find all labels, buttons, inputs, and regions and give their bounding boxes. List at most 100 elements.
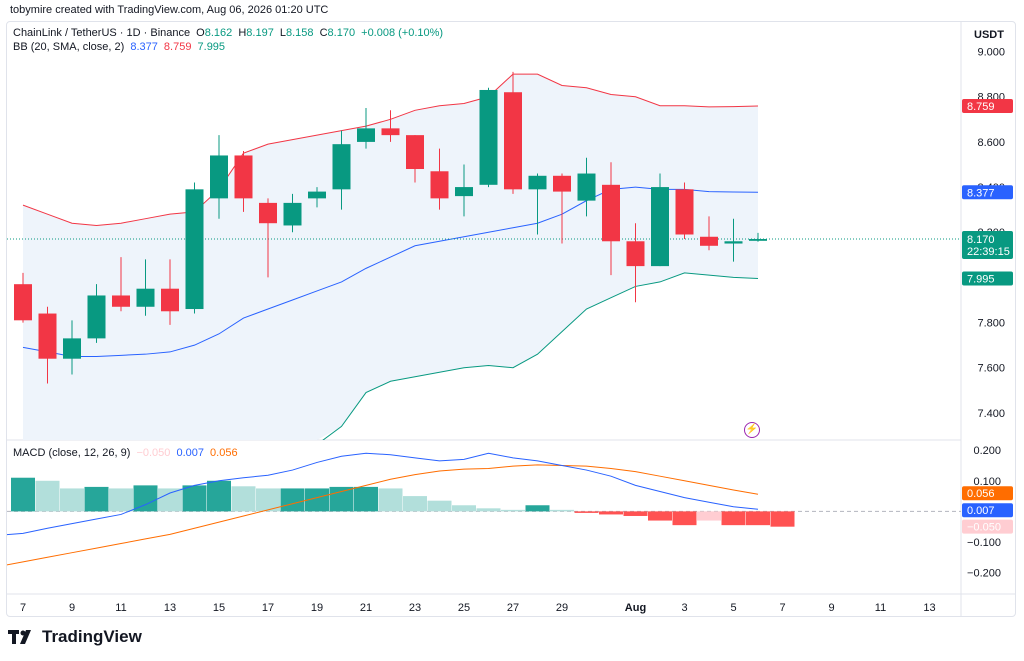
candle-body: [724, 241, 743, 244]
candle-body: [210, 155, 228, 199]
macd-histogram-bar: [207, 480, 231, 512]
time-tick-label: Aug: [625, 602, 646, 614]
candle-body: [651, 187, 669, 267]
bb-lower-value: 7.995: [197, 41, 226, 53]
chart-frame: 9.0008.8008.6008.4008.2007.8007.6007.400…: [6, 21, 1016, 617]
macd-histogram-bar: [550, 509, 574, 512]
bb-upper-value: 8.759: [163, 41, 192, 53]
macd-histogram-bar: [746, 511, 770, 526]
close-label: C: [319, 27, 328, 39]
chart-canvas[interactable]: 9.0008.8008.6008.4008.2007.8007.6007.400…: [7, 22, 1015, 616]
high-label: H: [238, 27, 247, 39]
candle-body: [553, 175, 571, 192]
price-tick-label: 7.400: [977, 408, 1005, 420]
price-tick-label: 7.800: [977, 318, 1005, 330]
last-price-tag-bg: [962, 231, 1013, 260]
macd-hist-tag: −0.050: [967, 522, 1001, 534]
macd-histogram-bar: [623, 511, 648, 516]
bb-upper-tag-bg: [962, 99, 1013, 114]
candle-body: [504, 92, 522, 190]
candle-body: [63, 338, 81, 359]
price-tick-label: 9.000: [977, 47, 1005, 59]
candle-body: [406, 135, 424, 170]
bb-upper-tag: 8.759: [967, 101, 995, 113]
lightning-icon[interactable]: ⚡: [744, 422, 760, 438]
macd-histogram-bar: [476, 508, 501, 512]
time-tick-label: 11: [875, 602, 886, 614]
macd-histogram-bar: [697, 511, 721, 521]
candle-body: [14, 284, 32, 321]
macd-histogram-bar: [60, 488, 84, 512]
macd-histogram-bar: [231, 486, 256, 512]
high-value: 8.197: [246, 27, 274, 39]
bb-legend[interactable]: BB (20, SMA, close, 2) 8.377 8.759 7.995: [13, 41, 228, 53]
candle-body: [675, 189, 694, 235]
macd-histogram-bar: [11, 477, 35, 512]
macd-label: MACD (close, 12, 26, 9): [13, 447, 131, 459]
tradingview-logo-icon: [8, 630, 31, 644]
time-tick-label: 21: [360, 602, 372, 614]
time-tick-label: 9: [828, 602, 834, 614]
time-tick-label: 3: [681, 602, 687, 614]
candle-body: [602, 184, 620, 242]
close-value: 8.170: [327, 27, 356, 39]
macd-histogram-bar: [721, 511, 746, 526]
candle-body: [528, 175, 547, 190]
macd-histogram-bar: [329, 486, 354, 512]
candle-body: [381, 128, 400, 136]
macd-histogram-bar: [35, 480, 60, 512]
low-label: L: [279, 27, 286, 39]
bb-basis-line: [22, 186, 759, 357]
price-tick-label: 7.600: [977, 363, 1005, 375]
macd-tick-label: 0.100: [973, 476, 1001, 488]
candle-body: [259, 202, 277, 224]
candle-body: [455, 187, 473, 197]
macd-histogram-bar: [452, 505, 476, 512]
bb-basis-tag: 8.377: [967, 187, 995, 199]
time-tick-label: 7: [20, 602, 26, 614]
macd-histogram-bar: [84, 486, 109, 512]
bb-basis-value: 8.377: [130, 41, 158, 53]
candle-body: [430, 171, 449, 199]
macd-tick-label: 0.200: [973, 445, 1001, 457]
macd-histogram-bar: [182, 485, 207, 512]
time-tick-label: 23: [409, 602, 421, 614]
macd-signal-line: [7, 464, 759, 566]
macd-histogram-bar: [770, 511, 795, 527]
bb-basis-tag-bg: [962, 185, 1013, 200]
time-tick-label: 7: [779, 602, 785, 614]
low-value: 8.158: [286, 27, 314, 39]
price-tick-label: 8.600: [977, 137, 1005, 149]
time-tick-label: 17: [262, 602, 274, 614]
candle-body: [112, 295, 130, 307]
bb-lower-tag-bg: [962, 271, 1013, 286]
candle-body: [700, 236, 718, 246]
footer: TradingView: [8, 627, 142, 647]
currency-label[interactable]: USDT: [974, 29, 1004, 41]
macd-hist-tag-bg: [962, 519, 1013, 534]
time-tick-label: 29: [556, 602, 568, 614]
macd-histogram-bar: [672, 511, 697, 526]
open-value: 8.162: [204, 27, 233, 39]
macd-legend[interactable]: MACD (close, 12, 26, 9) −0.050 0.007 0.0…: [13, 447, 241, 459]
time-tick-label: 27: [507, 602, 519, 614]
macd-histogram-bar: [256, 488, 280, 512]
candle-body: [283, 202, 302, 226]
time-tick-label: 13: [164, 602, 176, 614]
candle-body: [185, 189, 204, 310]
macd-histogram-bar: [403, 496, 427, 512]
candle-body: [308, 191, 326, 199]
footer-brand: TradingView: [42, 627, 142, 646]
symbol-name: ChainLink / TetherUS · 1D · Binance: [13, 27, 191, 39]
time-tick-label: 11: [115, 602, 126, 614]
candle-body: [38, 313, 57, 359]
candle-body: [161, 288, 179, 312]
macd-histogram-bar: [305, 488, 329, 512]
macd-line-tag-bg: [962, 503, 1013, 518]
macd-histogram-bar: [354, 486, 378, 512]
macd-histogram-bar: [280, 488, 305, 512]
macd-signal-tag: 0.056: [967, 488, 995, 500]
symbol-legend[interactable]: ChainLink / TetherUS · 1D · Binance O8.1…: [13, 27, 446, 39]
bb-lower-tag: 7.995: [967, 274, 995, 286]
candle-body: [87, 295, 106, 339]
